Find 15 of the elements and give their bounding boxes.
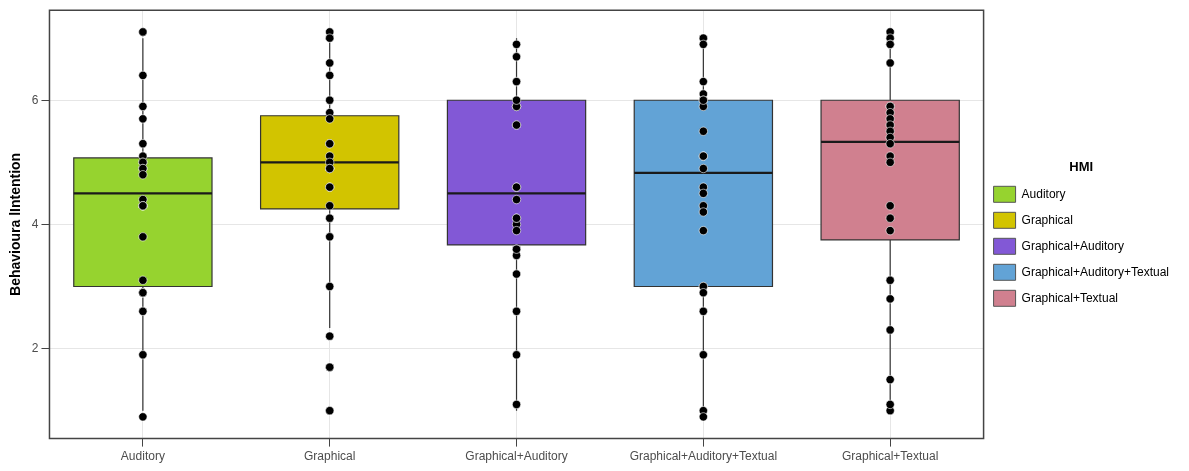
y-axis-title: Behavioura lIntention [7,152,24,296]
legend-label: Graphical+Textual [1021,290,1118,305]
y-tick-label: 2 [31,340,39,355]
legend-title: HMI [1069,158,1094,174]
legend-label: Graphical+Auditory+Textual [1021,264,1170,279]
legend-label: Auditory [1021,186,1066,201]
y-tick-label: 4 [31,216,39,231]
legend-label: Graphical+Auditory [1021,238,1124,253]
x-tick-label: Auditory [120,449,165,464]
y-tick-label: 6 [31,92,39,107]
x-tick-label: Graphical+Textual [841,449,939,464]
x-tick-label: Graphical [304,449,356,464]
x-tick-label: Graphical+Auditory+Textual [629,449,778,464]
legend-label: Graphical [1021,212,1073,227]
x-tick-label: Graphical+Auditory [465,449,568,464]
